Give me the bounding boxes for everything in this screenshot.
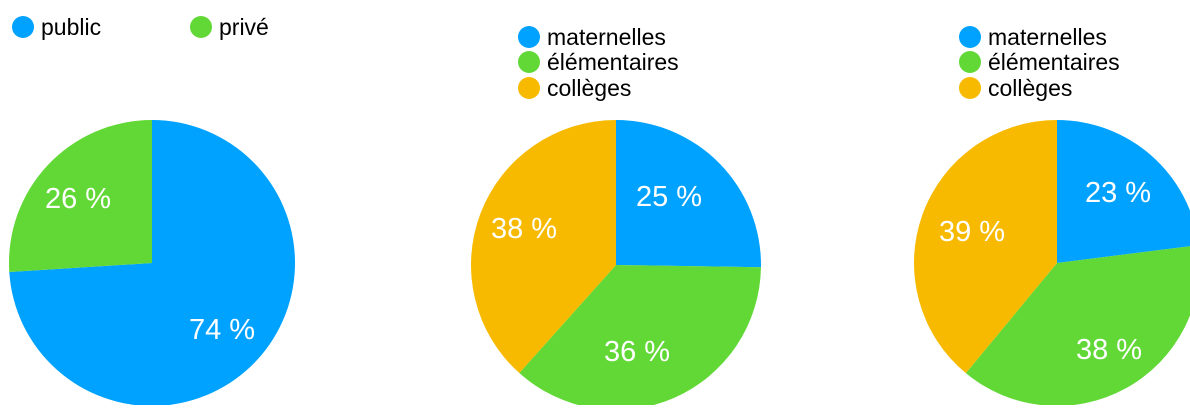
legend-marker <box>190 16 212 38</box>
pie-slice <box>9 120 295 406</box>
slice-value-label: 38 % <box>491 213 557 245</box>
slice-value-label: 38 % <box>1076 334 1142 366</box>
pie-slice <box>471 120 616 374</box>
pie-slice <box>616 120 761 268</box>
slice-value-label: 39 % <box>939 216 1005 248</box>
pie-slice <box>965 246 1190 406</box>
pie-slice <box>519 265 761 410</box>
legend-label: public <box>41 14 101 40</box>
pie-slice <box>914 120 1057 374</box>
legend-marker <box>518 26 540 48</box>
legend-marker <box>518 77 540 99</box>
pie-slice <box>8 119 153 272</box>
legend-marker <box>959 51 981 73</box>
legend-label: élémentaires <box>547 49 679 75</box>
slice-value-label: 23 % <box>1085 177 1151 209</box>
pie-slice <box>1057 120 1190 263</box>
slice-value-label: 26 % <box>45 183 111 215</box>
slice-value-label: 25 % <box>636 181 702 213</box>
legend-marker <box>12 16 34 38</box>
pie-chart-public-prive: 74 % 26 % public privé <box>8 14 295 406</box>
legend-label: élémentaires <box>988 49 1120 75</box>
slice-value-label: 74 % <box>189 314 255 346</box>
legend-marker <box>959 77 981 99</box>
legend-label: maternelles <box>547 24 666 50</box>
legend-label: collèges <box>988 75 1072 101</box>
legend-marker <box>518 51 540 73</box>
slice-value-label: 36 % <box>604 336 670 368</box>
pie-chart-school-types-1: 25 % 36 % 38 % maternellesélémentairescollè… <box>471 24 761 410</box>
legend-label: privé <box>219 14 269 40</box>
legend-label: maternelles <box>988 24 1107 50</box>
legend-marker <box>959 26 981 48</box>
pie-chart-school-types-2: 23 % 38 % 39 % maternellesélémentairescollè… <box>914 24 1190 406</box>
legend-label: collèges <box>547 75 631 101</box>
